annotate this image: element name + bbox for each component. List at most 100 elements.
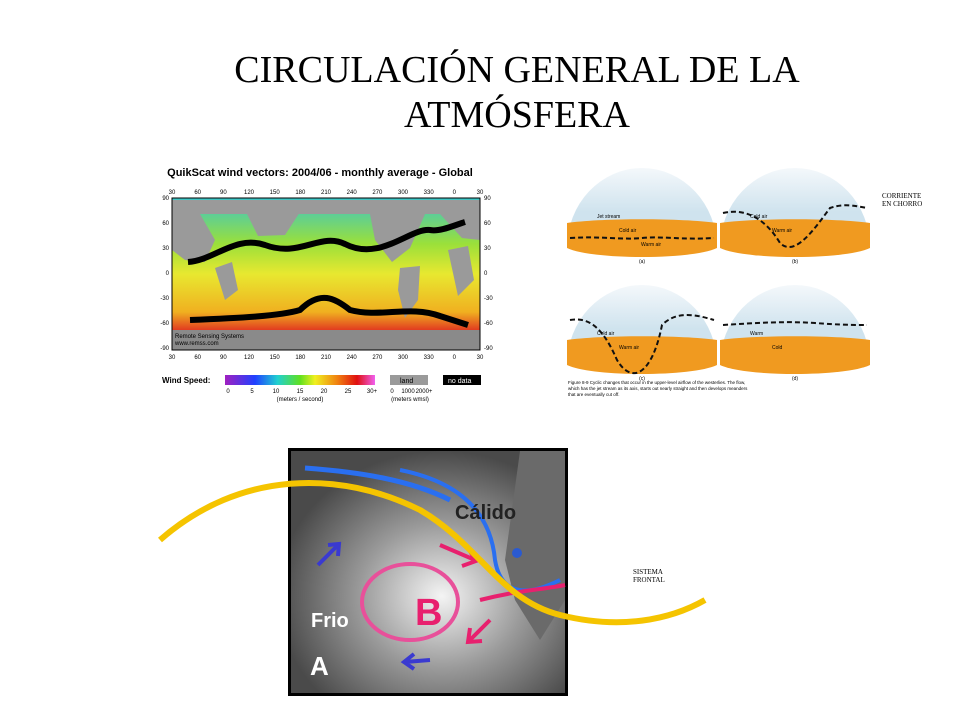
jet-stream (569, 236, 715, 240)
land-swatch (390, 375, 428, 385)
panel-label: Jet stream (597, 214, 620, 220)
lon-tick-label: 300 (398, 355, 409, 361)
side-label: FRONTAL (633, 576, 665, 584)
lon-tick-label: 90 (220, 190, 227, 196)
lat-tick-label: 0 (484, 271, 488, 277)
arrow (400, 652, 431, 671)
jet-line (189, 294, 469, 328)
cold-label: Frio (311, 610, 349, 632)
jet-stream (722, 321, 868, 326)
lon-tick-label: 30 (169, 190, 176, 196)
arrow (465, 618, 492, 645)
legend-label: Wind Speed: (162, 376, 210, 385)
front-line (158, 480, 707, 626)
lon-tick-label: 240 (347, 190, 358, 196)
hemisphere: (c) Cold air Warm air (567, 285, 717, 382)
marker (512, 548, 522, 558)
lat-tick-label: -60 (484, 321, 493, 327)
panel-label: Warm air (772, 228, 792, 234)
land-label: land (400, 378, 413, 385)
lat-tick-label: 60 (162, 221, 169, 227)
lon-tick-label: 60 (194, 190, 201, 196)
lat-tick-label: -30 (160, 296, 169, 302)
lat-tick-label: 60 (484, 221, 491, 227)
hemisphere: (a) Jet stream Cold air Warm air (567, 168, 717, 265)
hemisphere: (b) Cold air Warm air (720, 168, 870, 265)
lon-tick-label: 30 (477, 355, 484, 361)
panel-label: Cold air (597, 331, 615, 337)
lat-tick-label: -90 (484, 346, 493, 352)
low-label: B (415, 592, 442, 634)
lat-tick-label: -90 (160, 346, 169, 352)
lon-tick-label: 0 (453, 190, 457, 196)
speed-tick-label: 10 (273, 389, 280, 395)
elevation-tick-label: 2000+ (416, 389, 433, 395)
panel-letter: (b) (792, 259, 798, 265)
hemisphere: (d) Warm Cold (720, 285, 870, 382)
wind-map: QuikScat wind vectors: 2004/06 - monthly… (148, 160, 493, 403)
speed-tick-label: 0 (226, 389, 230, 395)
arrow (316, 541, 342, 567)
lon-tick-label: 150 (270, 190, 281, 196)
lon-tick-label: 30 (169, 355, 176, 361)
warm-band (567, 336, 717, 374)
panel-label: Warm air (641, 242, 661, 248)
speed-colorbar (225, 375, 375, 385)
lat-tick-label: 30 (484, 246, 491, 252)
lon-tick-label: 180 (295, 190, 306, 196)
jet-line (187, 219, 466, 265)
warm-band (720, 219, 870, 257)
panel-label: Cold air (750, 214, 768, 220)
cold-front (304, 465, 452, 503)
lat-tick-label: -60 (160, 321, 169, 327)
speed-tick-label: 15 (297, 389, 304, 395)
panel-label: Cold (772, 345, 783, 351)
map-border (171, 197, 481, 351)
lon-tick-label: 240 (347, 355, 358, 361)
lon-tick-label: 210 (321, 355, 332, 361)
jet-stream (569, 314, 715, 375)
elevation-tick-label: 1000 (401, 389, 415, 395)
warm-label: Cálido (455, 502, 516, 524)
panel-label: Cold air (619, 228, 637, 234)
warm-front (479, 583, 566, 602)
lon-tick-label: 180 (295, 355, 306, 361)
lat-tick-label: 90 (484, 196, 491, 202)
lon-tick-label: 0 (453, 355, 457, 361)
lon-tick-label: 90 (220, 355, 227, 361)
lon-tick-label: 210 (321, 190, 332, 196)
high-label: A (310, 651, 329, 681)
lon-tick-label: 60 (194, 355, 201, 361)
elevation-tick-label: 0 (390, 389, 394, 395)
title: CIRCULACIÓN GENERAL DE LA (234, 49, 800, 91)
speed-unit: (meters / second) (277, 397, 324, 403)
speed-tick-label: 30+ (367, 389, 378, 395)
credit: Remote Sensing Systems (175, 334, 244, 340)
speed-tick-label: 5 (250, 389, 254, 395)
speed-tick-label: 20 (321, 389, 328, 395)
hemisphere-figure: (a) Jet stream Cold air Warm air (b) Cold air… (565, 158, 870, 406)
lat-tick-label: 30 (162, 246, 169, 252)
title: ATMÓSFERA (404, 94, 630, 136)
lon-tick-label: 270 (372, 355, 383, 361)
lon-tick-label: 270 (372, 190, 383, 196)
no-data-label: no data (448, 378, 471, 385)
lat-tick-label: 90 (162, 196, 169, 202)
lon-tick-label: 30 (477, 190, 484, 196)
warm-band (720, 336, 870, 374)
lon-tick-label: 150 (270, 355, 281, 361)
panel-label: Warm air (619, 345, 639, 351)
panel-label: Warm (750, 331, 763, 337)
satellite-image: Cálido Frio B A (288, 448, 568, 696)
lon-tick-label: 330 (424, 190, 435, 196)
map-title: QuikScat wind vectors: 2004/06 - monthly… (167, 167, 473, 179)
lon-tick-label: 120 (244, 190, 255, 196)
panel-letter: (d) (792, 376, 798, 382)
side-label: CORRIENTE (882, 192, 921, 200)
lat-tick-label: 0 (166, 271, 170, 277)
jet-stream (722, 204, 868, 249)
side-label: SISTEMA (633, 568, 663, 576)
lon-tick-label: 120 (244, 355, 255, 361)
side-label: EN CHORRO (882, 200, 922, 208)
